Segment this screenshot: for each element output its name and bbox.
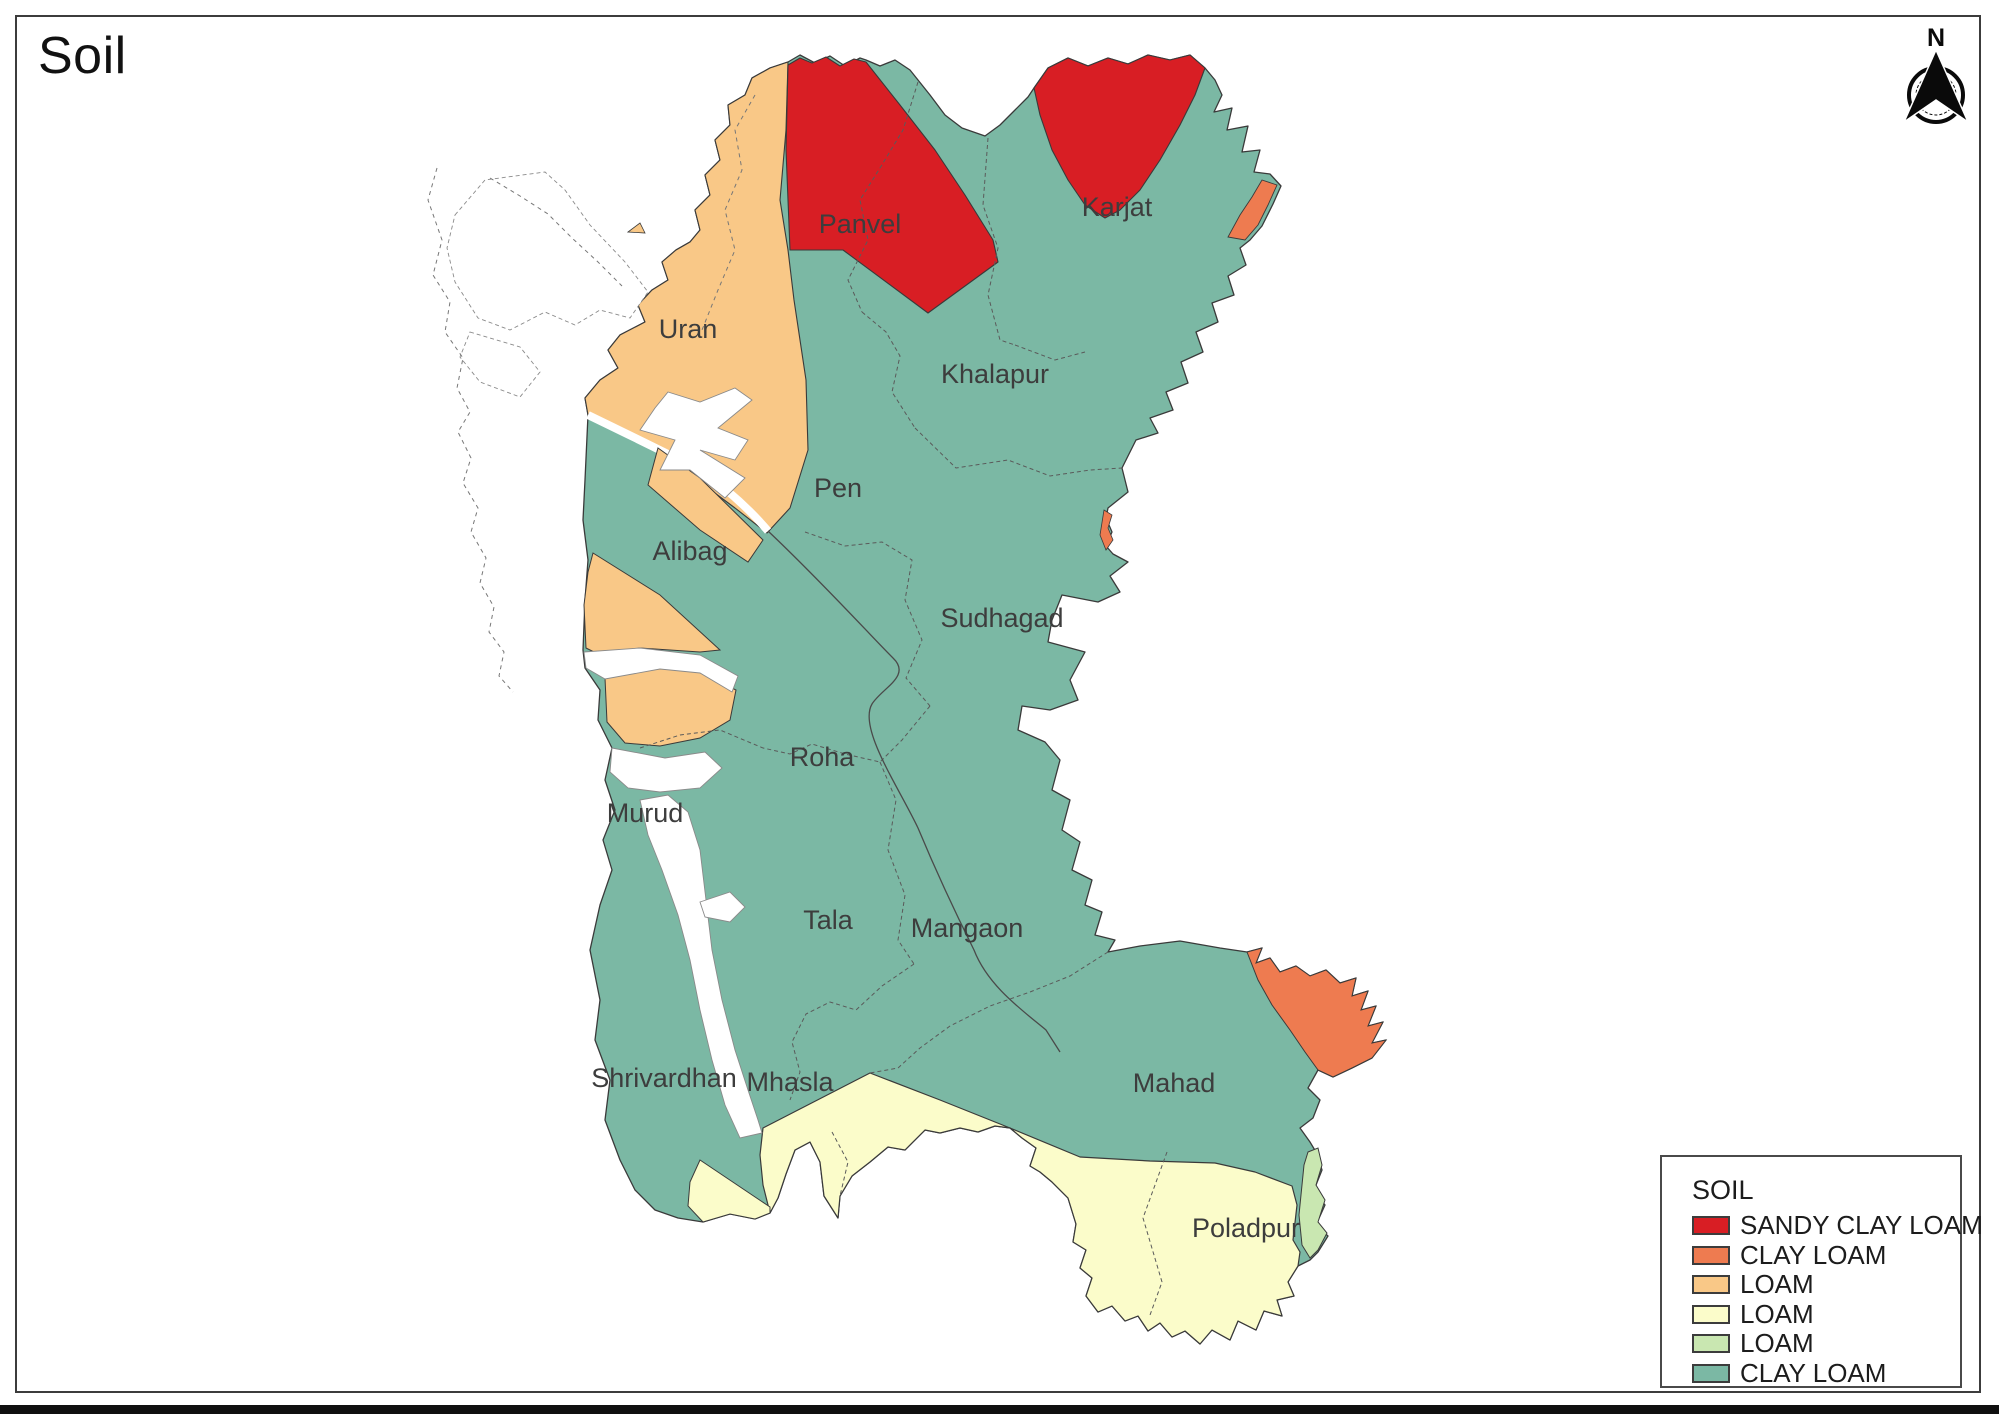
legend-swatch-sandy-clay-loam [1692,1216,1730,1236]
sandy-clay-loam-region-karjat [1033,54,1206,219]
legend-swatch-clay-loam-teal [1692,1363,1730,1383]
sandy-clay-loam-region-panvel [785,56,999,314]
label-tala: Tala [803,905,854,935]
nw-inlet [459,331,541,398]
nw-bay [446,171,649,331]
road-line [767,530,1061,1053]
label-alibag: Alibag [652,536,727,566]
label-murud: Murud [607,798,684,828]
north-arrow-label: N [1927,24,1945,52]
legend-swatch-clay-loam-orange [1692,1245,1730,1265]
label-khalapur: Khalapur [941,359,1049,389]
label-panvel: Panvel [819,209,902,239]
layout-frame [15,15,1981,1393]
north-arrow-icon: N [1902,24,1970,125]
rajpuri-creek [639,794,763,1139]
label-mhasla: Mhasla [746,1067,834,1097]
bottom-divider-bar [0,1405,1999,1414]
taluka-boundaries [639,81,1168,1316]
clay-loam-orange-sliver-east [1099,509,1114,551]
loam-tan-region-north [584,61,809,534]
water-bodies [446,171,763,1139]
dharamtar-creek-star [639,387,753,499]
legend-item: LOAM [1692,1328,1950,1359]
legend-item: LOAM [1692,1299,1950,1330]
label-pen: Pen [814,473,862,503]
label-poladpur: Poladpur [1192,1213,1300,1243]
loam-green-region [1298,1147,1328,1259]
label-shrivardhan: Shrivardhan [591,1063,737,1093]
page-title: Soil [38,27,127,85]
map-legend: SOIL SANDY CLAY LOAM CLAY LOAM LOAM LOAM… [1660,1155,1983,1389]
legend-title: SOIL [1692,1175,1754,1205]
loam-yellow-region-shrivardhan [687,1159,771,1223]
clay-loam-orange-region-mahad-east [1246,947,1388,1078]
legend-item: CLAY LOAM [1692,1240,1950,1271]
creek-patch [699,891,746,923]
legend-swatch-loam-tan [1692,1275,1730,1295]
legend-swatch-loam-green [1692,1334,1730,1354]
alibag-creek-gap [583,647,739,693]
label-sudhagad: Sudhagad [940,603,1063,633]
roha-creek [609,747,723,793]
label-uran: Uran [659,314,718,344]
loam-tan-speck [626,222,646,234]
legend-item: CLAY LOAM [1692,1358,1950,1389]
legend-item: SANDY CLAY LOAM [1692,1210,1983,1241]
label-karjat: Karjat [1082,192,1153,222]
label-roha: Roha [790,742,856,772]
legend-item: LOAM [1692,1269,1950,1300]
loam-yellow-region-south [759,1072,1301,1345]
label-mangaon: Mangaon [911,913,1024,943]
label-mahad: Mahad [1133,1068,1216,1098]
dashed-sea-boundaries [427,94,756,693]
clay-loam-orange-sliver-ne [1227,179,1278,241]
legend-swatch-loam-yellow [1692,1304,1730,1324]
